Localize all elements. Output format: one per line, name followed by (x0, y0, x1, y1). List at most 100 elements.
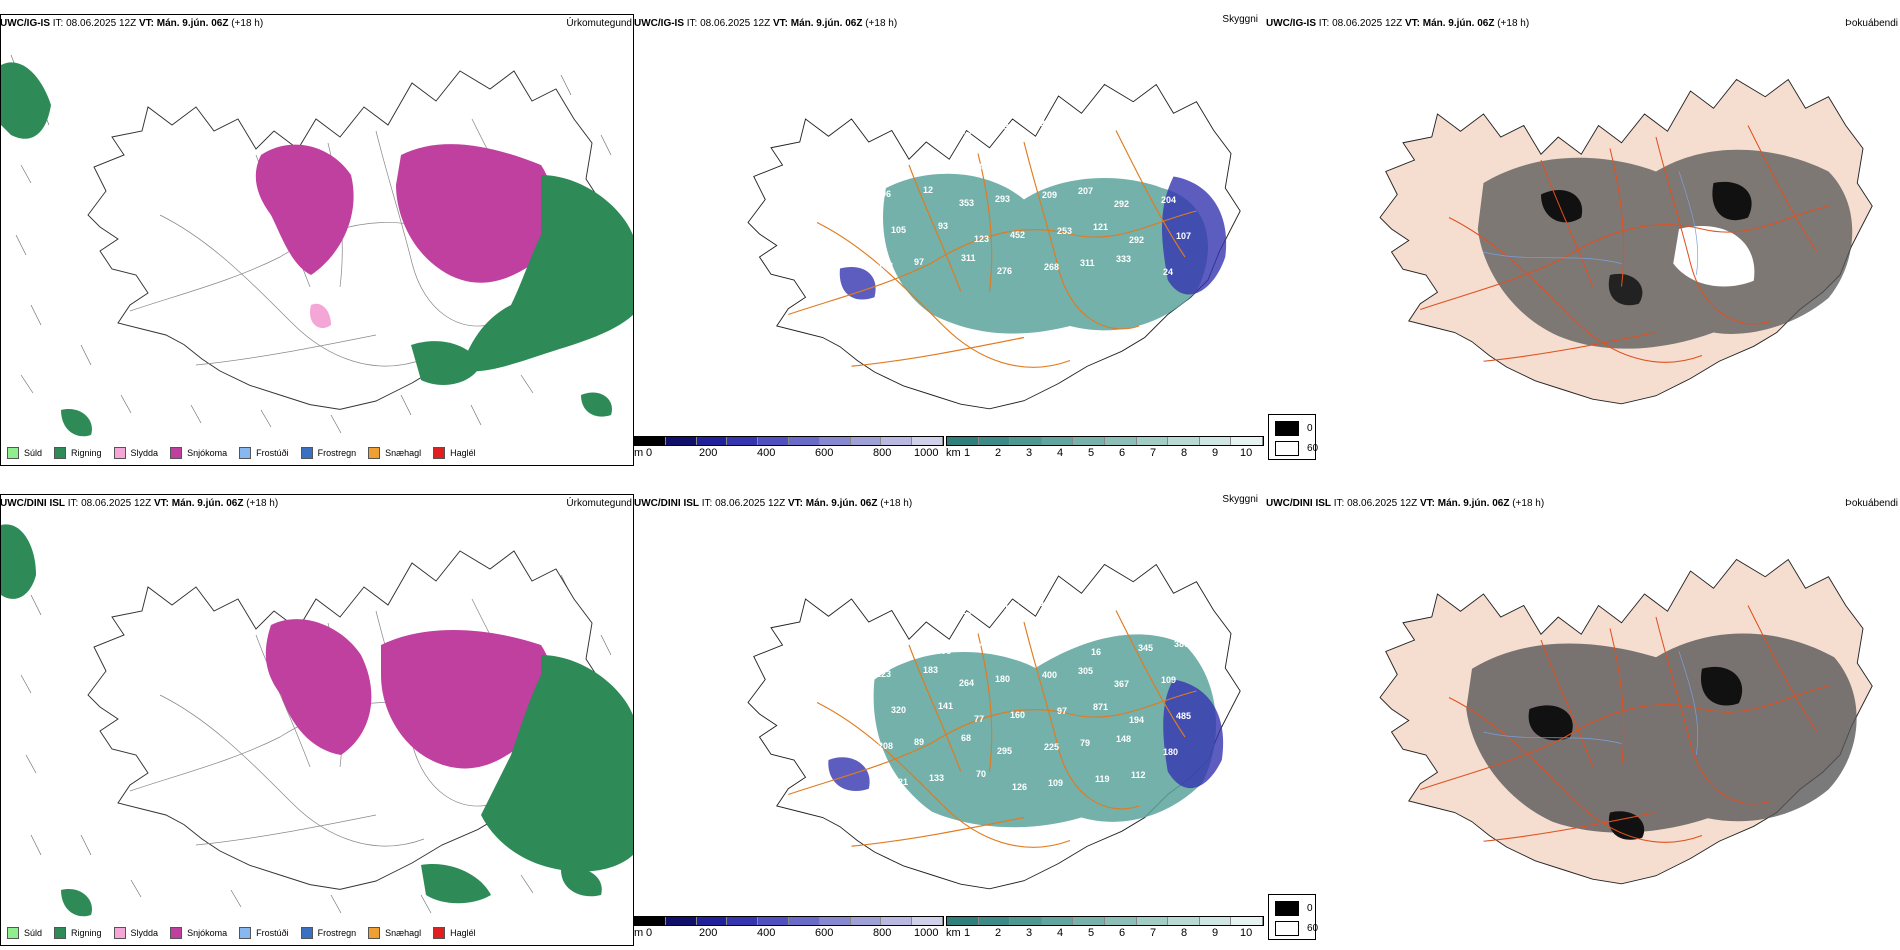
cloud-base-label: 108 (878, 261, 893, 271)
cloud-base-label: 183 (923, 665, 938, 675)
cloud-base-label: 28 (893, 297, 903, 307)
colorbar-swatch (1168, 437, 1200, 445)
cloud-base-label: 175 (889, 633, 904, 643)
cloud-base-label: 305 (1078, 666, 1093, 676)
cloud-base-label: 292 (1114, 199, 1129, 209)
fog-legend: 0 60 (1268, 894, 1318, 940)
cloud-base-label: 345 (1138, 643, 1153, 653)
visibility-tick: 5 (1088, 447, 1095, 459)
legend-swatch (7, 927, 19, 939)
visibility-unit: km (946, 927, 961, 939)
visibility-tick: 5 (1088, 927, 1095, 939)
cloud-base-label: 98 (936, 166, 946, 176)
visibility-unit: km (946, 447, 961, 459)
panel-title: UWC/DINI ISL IT: 08.06.2025 12Z VT: Mán.… (634, 498, 913, 509)
cloud-base-label: 184 (1040, 598, 1055, 608)
colorbar-swatch (1010, 917, 1042, 925)
visibility-colorbar: km 1 2 3 4 5 6 7 8 9 10 (946, 436, 1264, 460)
panel-product-name: Úrkomutegund (566, 498, 632, 509)
legend-item: Frostúði (239, 927, 289, 939)
panel-product-name: Skyggni (1222, 14, 1258, 25)
colorbar-swatch (1199, 917, 1232, 925)
legend-swatch (54, 447, 67, 459)
panel-product-name: Þokuábendi (1845, 18, 1898, 29)
visibility-tick: 7 (1150, 447, 1157, 459)
fog-panel-top: UWC/IG-IS IT: 08.06.2025 12Z VT: Mán. 9.… (1266, 14, 1900, 464)
cloud-base-label: 606 (936, 646, 951, 656)
colorbar-swatch (696, 437, 728, 445)
cloud-base-label: 321 (893, 777, 908, 787)
legend-swatch (368, 927, 381, 939)
legend-swatch (433, 447, 446, 459)
precip-legend: Súld Rigning Slydda Snjókoma Frostúði Fr… (7, 927, 488, 939)
visibility-tick: 6 (1119, 447, 1126, 459)
fog-legend-item: 0 (1275, 421, 1313, 436)
colorbar-swatch (850, 917, 882, 925)
fog-panel-bottom: UWC/DINI ISL IT: 08.06.2025 12Z VT: Mán.… (1266, 494, 1900, 944)
cloud-base-label: 70 (976, 769, 986, 779)
ceiling-unit: m (634, 927, 644, 939)
ceiling-tick: 600 (815, 927, 834, 939)
cloud-base-label: 123 (974, 234, 989, 244)
cloud-base-label: 311 (1080, 258, 1095, 268)
cloud-base-label: 126 (1012, 782, 1027, 792)
ceiling-tick: 200 (699, 927, 718, 939)
cloud-base-label: 24 (1163, 267, 1173, 277)
colorbar-swatch (1104, 437, 1137, 445)
colorbar-swatch (1010, 437, 1042, 445)
colorbar-swatch (850, 437, 882, 445)
cloud-panel-top: UWC/IG-IS IT: 08.06.2025 12Z VT: Mán. 9.… (634, 14, 1266, 464)
colorbar-swatch (819, 917, 851, 925)
colorbar-swatch (1136, 437, 1169, 445)
cloud-base-label: 367 (1114, 679, 1129, 689)
legend-item: Súld (7, 447, 42, 459)
colorbar-swatch (758, 917, 789, 925)
cloud-base-label: 268 (1044, 262, 1059, 272)
colorbar-swatch (665, 917, 697, 925)
colorbar-swatch (635, 437, 666, 445)
legend-swatch (239, 927, 252, 939)
cloud-base-label: 173 (957, 126, 972, 136)
legend-item: Frostúði (239, 447, 289, 459)
fog-legend-item: 60 (1275, 441, 1318, 456)
cloud-base-label: 207 (1078, 186, 1093, 196)
cloud-base-label: 77 (974, 714, 984, 724)
cloud-base-label: 112 (1131, 770, 1146, 780)
colorbar-swatch (947, 917, 979, 925)
legend-swatch (170, 927, 183, 939)
visibility-tick: 2 (995, 447, 1002, 459)
cloud-base-label: 67 (1055, 154, 1065, 164)
colorbar-swatch (1041, 437, 1074, 445)
cloud-base-label: 333 (1116, 254, 1131, 264)
visibility-tick: 8 (1181, 447, 1188, 459)
precip-legend: Súld Rigning Slydda Snjókoma Frostúði Fr… (7, 447, 488, 459)
cloud-panel-bottom: UWC/DINI ISL IT: 08.06.2025 12Z VT: Mán.… (634, 494, 1266, 944)
colorbar-swatch (758, 437, 789, 445)
cloud-labels: 172 147 173 381 288 156 231 149 172 98 130 92 67 173 1… (874, 117, 1191, 307)
cloud-base-label: 93 (938, 221, 948, 231)
ceiling-tick: 400 (757, 927, 776, 939)
colorbar-swatch (788, 917, 820, 925)
legend-item: Snjókoma (170, 927, 227, 939)
legend-swatch (113, 447, 126, 459)
precip-panel-top: UWC/IG-IS IT: 08.06.2025 12Z VT: Mán. 9.… (0, 14, 634, 466)
visibility-colorbar-swatches (946, 436, 1264, 446)
cloud-base-label: 149 (1159, 123, 1174, 133)
visibility-tick: 4 (1057, 447, 1064, 459)
cloud-base-label: 16 (1091, 647, 1101, 657)
cloud-base-label: 12 (923, 185, 933, 195)
legend-swatch (1275, 901, 1299, 916)
cloud-base-label: 147 (921, 130, 936, 140)
cloud-base-label: 148 (1116, 734, 1131, 744)
colorbar-swatch (912, 437, 943, 445)
colorbar-swatch (665, 437, 697, 445)
visibility-colorbar: km 1 2 3 4 5 6 7 8 9 10 (946, 916, 1264, 940)
cloud-base-label: 194 (1008, 638, 1023, 648)
panel-title: UWC/DINI ISL IT: 08.06.2025 12Z VT: Mán.… (1266, 498, 1545, 509)
visibility-tick: 1 (964, 927, 971, 939)
visibility-tick: 4 (1057, 927, 1064, 939)
legend-item: Frostregn (300, 447, 356, 459)
colorbar-swatch (881, 917, 913, 925)
colorbar-swatch (1073, 437, 1105, 445)
ceiling-colorbar: m 0 200 400 600 800 1000 (634, 916, 944, 940)
